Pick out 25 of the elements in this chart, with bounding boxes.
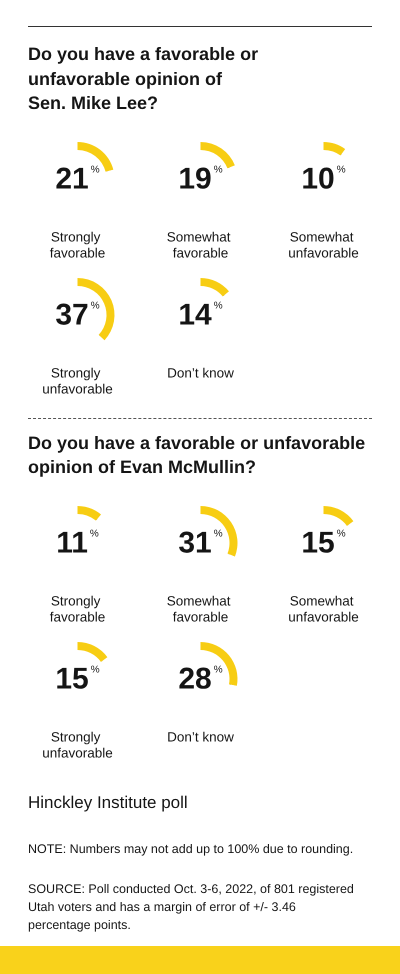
data-label: 28% — [178, 662, 222, 695]
text: Somewhat unfavorable — [288, 229, 358, 260]
data-label: 21% — [54, 162, 100, 195]
data-label: 11% — [56, 526, 98, 559]
data-label: 15% — [54, 662, 100, 695]
text: NOTE: Numbers may not add up to 100% due to rounding. — [28, 840, 354, 858]
text: Strongly unfavorable — [42, 729, 112, 760]
text: Hinckley Institute poll — [28, 792, 189, 814]
text: Do you have a favorable or unfavorable opinion of Evan McMullin? — [28, 432, 366, 479]
text: Somewhat favorable — [166, 593, 234, 624]
source-note: SOURCE: Poll conducted Oct. 3-6, 2022, of 801 registered Utah voters and has a margin of error of +/- 3.46 percentage points. — [28, 880, 355, 934]
data-label: 31% — [178, 526, 222, 559]
data-label: 10% — [300, 162, 346, 195]
data-label: 15% — [300, 526, 346, 559]
text: Don’t know — [166, 729, 234, 744]
text: Strongly favorable — [49, 229, 105, 260]
text: Strongly favorable — [49, 593, 105, 624]
text: Somewhat unfavorable — [288, 593, 358, 624]
text: Somewhat favorable — [166, 229, 234, 260]
data-label: 37% — [54, 298, 100, 331]
data-label: 14% — [178, 298, 222, 331]
text: Don’t know — [166, 365, 234, 380]
text: Do you have a favorable or unfavorable opinion of Sen. Mike Lee? — [28, 43, 260, 115]
text: Strongly unfavorable — [42, 365, 112, 396]
data-label: 19% — [178, 162, 222, 195]
